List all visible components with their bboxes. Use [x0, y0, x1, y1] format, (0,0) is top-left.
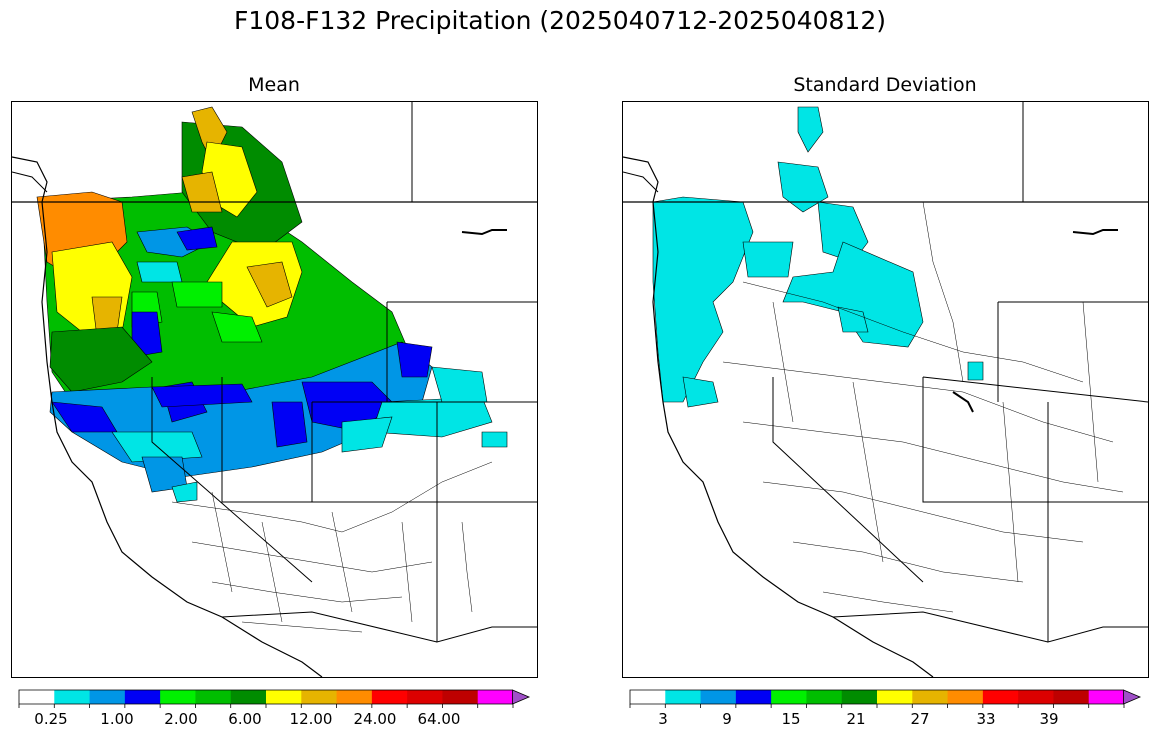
stddev-colorbar-swatch — [665, 690, 702, 704]
mean-colorbar-swatch — [442, 690, 479, 704]
mean-panel-title: Mean — [248, 74, 300, 96]
stddev-colorbar-swatch — [1018, 690, 1054, 704]
mean-colorbar-swatch — [124, 690, 161, 704]
mean-colorbar-swatch — [336, 690, 373, 704]
mean-colorbar-tick: 0.25 — [34, 710, 68, 728]
mean-precip-fill — [36, 106, 508, 503]
mean-colorbar-swatch — [195, 690, 232, 704]
stddev-colorbar-swatch — [1088, 690, 1125, 704]
stddev-colorbar-swatch — [700, 690, 737, 704]
mean-colorbar-extend-arrow — [512, 689, 531, 705]
stddev-colorbar-swatch — [771, 690, 807, 704]
stddev-colorbar-swatch — [1053, 690, 1090, 704]
mean-colorbar-swatch — [19, 690, 55, 704]
mean-colorbar-tick: 1.00 — [100, 710, 134, 728]
mean-colorbar-swatch — [266, 690, 302, 704]
mean-colorbar-swatch — [160, 690, 196, 704]
stddev-colorbar-swatch — [982, 690, 1019, 704]
mean-colorbar-tick: 6.00 — [228, 710, 262, 728]
stddev-colorbar-extend-arrow — [1123, 689, 1142, 705]
stddev-colorbar-swatch — [912, 690, 949, 704]
mean-colorbar-tick: 12.00 — [289, 710, 333, 728]
stddev-map — [622, 101, 1149, 678]
stddev-colorbar-swatch — [806, 690, 843, 704]
mean-basemap — [12, 102, 537, 677]
stddev-colorbar-tick: 9 — [722, 710, 732, 728]
stddev-colorbar-tick: 3 — [658, 710, 668, 728]
stddev-colorbar-tick: 21 — [846, 710, 866, 728]
stddev-colorbar-tick: 39 — [1039, 710, 1059, 728]
mean-colorbar-tick: 24.00 — [353, 710, 397, 728]
mean-map — [11, 101, 538, 678]
mean-basin-lines — [171, 461, 493, 633]
stddev-colorbar-swatch — [841, 690, 878, 704]
stddev-panel-title: Standard Deviation — [793, 74, 977, 96]
stddev-basin-lines — [722, 201, 1124, 613]
mean-colorbar-swatch — [54, 690, 91, 704]
mean-colorbar-swatch — [371, 690, 408, 704]
stddev-colorbar — [629, 689, 1142, 708]
mean-colorbar-swatch — [301, 690, 338, 704]
mean-colorbar-swatch — [407, 690, 443, 704]
stddev-colorbar-tick: 33 — [976, 710, 996, 728]
stddev-precip-fill — [652, 106, 984, 408]
mean-colorbar-tick: 2.00 — [164, 710, 198, 728]
stddev-colorbar-swatch — [947, 690, 984, 704]
stddev-colorbar-tick: 27 — [910, 710, 930, 728]
mean-colorbar-swatch — [477, 690, 514, 704]
stddev-colorbar-swatch — [877, 690, 913, 704]
figure-title: F108-F132 Precipitation (2025040712-2025… — [233, 6, 886, 35]
mean-colorbar — [18, 689, 531, 708]
mean-colorbar-swatch — [89, 690, 126, 704]
stddev-colorbar-tick: 15 — [781, 710, 801, 728]
stddev-colorbar-swatch — [735, 690, 772, 704]
mean-colorbar-swatch — [230, 690, 267, 704]
stddev-colorbar-swatch — [630, 690, 666, 704]
stddev-basemap — [623, 102, 1148, 677]
mean-colorbar-tick: 64.00 — [417, 710, 461, 728]
